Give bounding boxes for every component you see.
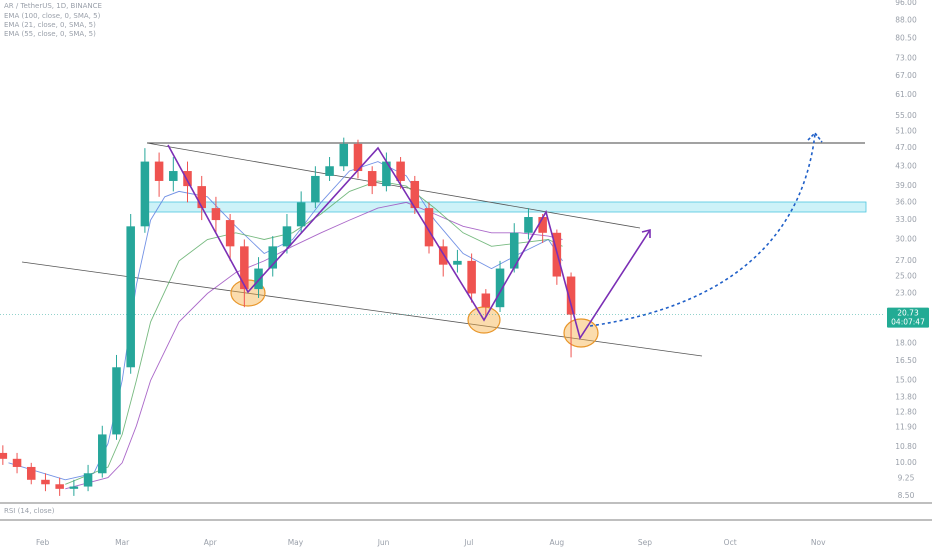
candle-body: [240, 246, 249, 290]
y-tick-label: 18.00: [895, 338, 917, 347]
candle-body: [55, 484, 64, 489]
candle-body: [311, 175, 320, 203]
series-layer: [0, 137, 576, 496]
last-price-label: 20.73: [897, 309, 919, 318]
candle-body: [467, 260, 476, 294]
indicator-label: RSI (14, close): [4, 507, 55, 515]
y-tick-label: 23.00: [895, 288, 917, 297]
candle-body: [495, 268, 505, 308]
candle-body: [538, 217, 547, 233]
candle-body: [12, 458, 22, 467]
annotations: [167, 131, 823, 340]
candle-body: [183, 171, 192, 187]
y-tick-label: 51.00: [895, 127, 917, 136]
candle-body: [438, 246, 448, 265]
zigzag-arrowhead: [641, 228, 651, 238]
symbol-title: AR / TetherUS, 1D, BINANCE: [4, 2, 102, 10]
candle-body: [41, 479, 50, 485]
y-tick-label: 25.00: [895, 272, 917, 281]
y-tick-label: 43.00: [895, 161, 917, 170]
candle-body: [254, 268, 263, 290]
y-tick-label: 30.00: [895, 234, 917, 243]
candle-body: [225, 220, 235, 247]
last-price-box: [887, 307, 929, 328]
y-tick-label: 15.00: [895, 375, 917, 384]
x-tick-label: Jun: [377, 538, 390, 547]
x-tick-label: Sep: [638, 538, 652, 547]
candle-body: [98, 434, 107, 474]
legend-entry: EMA (55, close, 0, SMA, 5): [4, 30, 96, 38]
y-tick-label: 80.50: [895, 34, 917, 43]
x-tick-label: Aug: [550, 538, 565, 547]
y-tick-label: 96.00: [895, 0, 917, 7]
candle-body: [566, 276, 576, 315]
y-tick-label: 55.00: [895, 111, 917, 120]
candle-body: [424, 208, 434, 247]
candle-body: [410, 180, 420, 209]
zigzag-pattern: [167, 144, 651, 340]
x-tick-label: Jul: [463, 538, 473, 547]
candle-body: [26, 466, 36, 480]
candle-body: [169, 171, 178, 181]
x-tick-label: Nov: [811, 538, 826, 547]
y-tick-label: 9.25: [898, 474, 915, 483]
y-tick-label: 61.00: [895, 90, 917, 99]
ema-line: [65, 201, 563, 490]
countdown-label: 04:07:47: [891, 318, 925, 327]
highlight: [563, 318, 599, 348]
y-tick-label: 12.80: [895, 408, 917, 417]
candle-body: [0, 452, 8, 459]
channel-upper: [146, 142, 641, 229]
y-tick-label: 47.00: [895, 143, 917, 152]
candle-body: [353, 143, 363, 172]
candle-body: [367, 171, 377, 187]
x-tick-label: May: [288, 538, 304, 547]
y-tick-label: 10.80: [895, 442, 917, 451]
candle-body: [325, 166, 334, 176]
y-tick-label: 27.00: [895, 256, 917, 265]
y-tick-label: 33.00: [895, 215, 917, 224]
candle-body: [382, 161, 391, 187]
candle-body: [197, 186, 206, 209]
candle-body: [140, 161, 150, 227]
x-tick-label: Oct: [724, 538, 737, 547]
y-tick-label: 36.00: [895, 197, 917, 206]
x-tick-label: Feb: [36, 538, 50, 547]
candle-body: [211, 208, 221, 221]
candle-body: [524, 217, 533, 233]
x-tick-label: Apr: [204, 538, 218, 547]
candle-body: [69, 486, 79, 489]
candle-body: [339, 143, 349, 167]
candle-body: [126, 226, 135, 368]
candle-body: [509, 232, 519, 269]
y-tick-label: 8.50: [898, 491, 915, 500]
ema-line: [65, 180, 563, 485]
y-tick-label: 67.00: [895, 71, 917, 80]
y-tick-label: 16.50: [895, 356, 917, 365]
channel-lower: [21, 261, 703, 357]
candle-body: [481, 293, 491, 308]
candle-body: [154, 161, 164, 181]
candle-body: [296, 202, 306, 227]
candle-body: [112, 367, 121, 435]
resistance-zone: [142, 201, 867, 213]
y-tick-label: 39.00: [895, 181, 917, 190]
x-tick-label: Mar: [115, 538, 130, 547]
projection-arrowhead: [807, 131, 823, 143]
legend-entry: EMA (100, close, 0, SMA, 5): [4, 12, 101, 20]
y-tick-label: 11.90: [895, 422, 917, 431]
y-tick-label: 10.00: [895, 458, 917, 467]
y-tick-label: 73.00: [895, 54, 917, 63]
legend-entry: EMA (21, close, 0, SMA, 5): [4, 21, 96, 29]
candle-body: [83, 473, 93, 487]
candle-body: [396, 161, 405, 181]
candle-body: [453, 260, 462, 265]
y-tick-label: 13.80: [895, 392, 917, 401]
projection-arrow: [589, 133, 816, 327]
candle-body: [268, 246, 278, 269]
y-tick-label: 88.00: [895, 16, 917, 25]
candle-body: [282, 226, 292, 247]
